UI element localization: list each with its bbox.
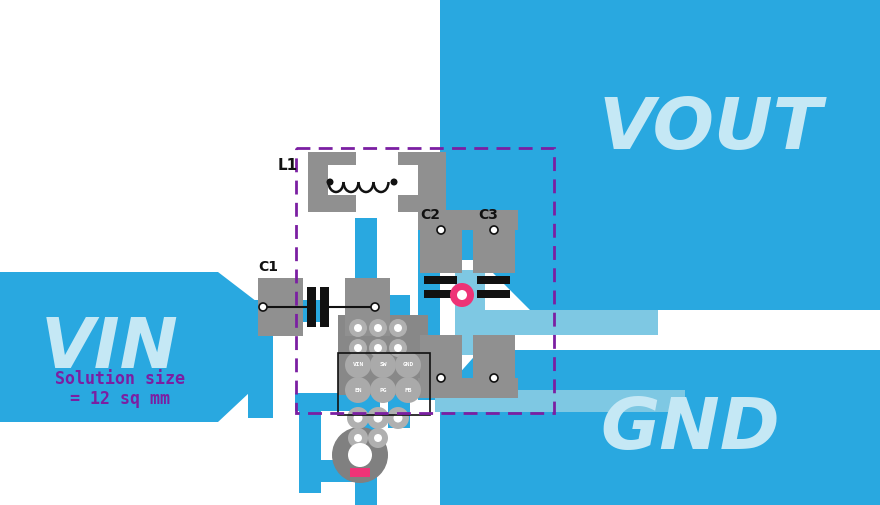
Bar (258, 278, 303, 336)
Text: VOUT: VOUT (598, 95, 822, 165)
Bar (458, 270, 483, 350)
Text: PG: PG (379, 387, 386, 392)
Polygon shape (440, 350, 880, 505)
Bar (458, 310, 658, 335)
Text: VIN: VIN (41, 315, 179, 381)
Circle shape (374, 344, 382, 352)
Circle shape (373, 414, 383, 423)
Circle shape (370, 377, 396, 403)
Text: = 12 sq mm: = 12 sq mm (70, 390, 170, 408)
Polygon shape (0, 272, 265, 422)
Text: L1: L1 (278, 158, 298, 173)
Bar (418, 220, 440, 400)
Text: GND: GND (600, 395, 780, 465)
Text: VIN: VIN (352, 363, 363, 368)
Bar (424, 276, 457, 284)
Circle shape (389, 339, 407, 357)
Polygon shape (440, 0, 880, 310)
Circle shape (450, 283, 474, 307)
Circle shape (394, 344, 402, 352)
Bar (355, 393, 377, 505)
Bar (320, 287, 329, 327)
Bar (328, 165, 418, 195)
Circle shape (259, 303, 267, 311)
Text: EN: EN (355, 387, 362, 392)
Circle shape (437, 226, 445, 234)
Circle shape (374, 434, 382, 442)
Text: GND: GND (402, 363, 414, 368)
Circle shape (490, 226, 498, 234)
Text: SW: SW (379, 363, 386, 368)
Circle shape (370, 352, 396, 378)
Circle shape (347, 407, 369, 429)
Bar (338, 353, 430, 415)
Bar (308, 152, 356, 212)
Bar (295, 393, 380, 411)
Circle shape (387, 407, 409, 429)
Bar (307, 287, 316, 327)
Bar (338, 315, 428, 395)
Circle shape (326, 178, 334, 185)
Bar (388, 295, 410, 420)
Bar (296, 148, 554, 413)
Circle shape (348, 443, 372, 467)
Circle shape (393, 414, 402, 423)
Circle shape (437, 374, 445, 382)
Circle shape (395, 352, 421, 378)
Bar (299, 460, 377, 482)
Bar (248, 300, 273, 418)
Circle shape (394, 324, 402, 332)
Bar (420, 225, 462, 273)
Text: C3: C3 (478, 208, 498, 222)
Bar (398, 152, 446, 212)
Text: Solution size: Solution size (55, 370, 185, 388)
Circle shape (354, 434, 362, 442)
Circle shape (349, 319, 367, 337)
Bar (455, 270, 485, 355)
Circle shape (371, 303, 379, 311)
Circle shape (354, 344, 362, 352)
Circle shape (369, 319, 387, 337)
Bar (388, 393, 410, 428)
Circle shape (389, 319, 407, 337)
Circle shape (345, 352, 371, 378)
Bar (473, 225, 515, 273)
Bar (299, 393, 321, 493)
Text: C1: C1 (258, 260, 278, 274)
Bar (420, 335, 462, 383)
Bar (345, 278, 390, 336)
Bar (350, 468, 370, 477)
Bar (477, 276, 510, 284)
Circle shape (349, 339, 367, 357)
Circle shape (374, 324, 382, 332)
Circle shape (490, 374, 498, 382)
Circle shape (354, 324, 362, 332)
Bar (248, 300, 323, 322)
Text: C2: C2 (420, 208, 440, 222)
Bar (424, 290, 457, 298)
Bar (418, 210, 518, 230)
Circle shape (368, 428, 388, 448)
Circle shape (348, 428, 368, 448)
Circle shape (457, 290, 467, 300)
Circle shape (395, 377, 421, 403)
Circle shape (354, 414, 363, 423)
Circle shape (332, 427, 388, 483)
Circle shape (369, 339, 387, 357)
Bar (355, 218, 377, 376)
Text: FB: FB (404, 387, 412, 392)
Circle shape (345, 377, 371, 403)
Circle shape (391, 178, 398, 185)
Bar (418, 378, 518, 398)
Circle shape (367, 407, 389, 429)
Bar (473, 335, 515, 383)
Bar (477, 290, 510, 298)
Bar (435, 390, 685, 412)
